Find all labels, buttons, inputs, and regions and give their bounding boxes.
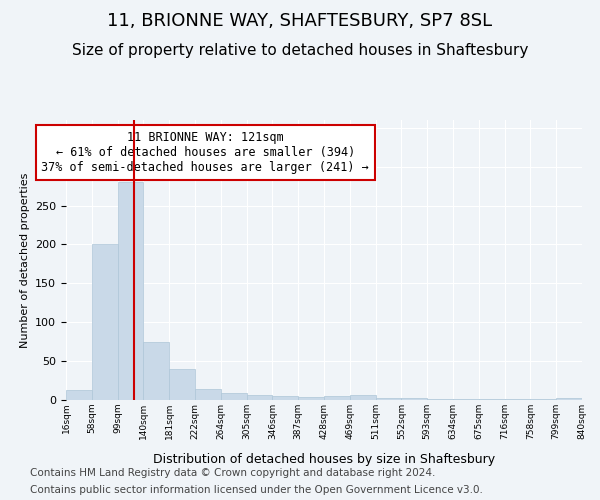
Bar (195, 389, 221, 400)
Text: Contains HM Land Registry data © Crown copyright and database right 2024.: Contains HM Land Registry data © Crown c… (30, 468, 436, 477)
Bar (324, 396, 350, 400)
Bar (247, 396, 272, 400)
Bar (530, 399, 556, 400)
Text: Size of property relative to detached houses in Shaftesbury: Size of property relative to detached ho… (72, 42, 528, 58)
Bar (556, 398, 582, 400)
Bar (66, 390, 92, 400)
Bar (350, 396, 376, 400)
Bar (143, 342, 169, 400)
Bar (453, 399, 479, 400)
Bar (401, 398, 427, 400)
Bar (505, 399, 530, 400)
Bar (118, 182, 143, 400)
Bar (298, 397, 324, 400)
Bar (92, 244, 118, 400)
Bar (479, 399, 505, 400)
Text: 11 BRIONNE WAY: 121sqm
← 61% of detached houses are smaller (394)
37% of semi-de: 11 BRIONNE WAY: 121sqm ← 61% of detached… (41, 131, 369, 174)
Text: 11, BRIONNE WAY, SHAFTESBURY, SP7 8SL: 11, BRIONNE WAY, SHAFTESBURY, SP7 8SL (107, 12, 493, 30)
X-axis label: Distribution of detached houses by size in Shaftesbury: Distribution of detached houses by size … (153, 453, 495, 466)
Bar (427, 399, 453, 400)
Bar (169, 369, 195, 400)
Bar (376, 398, 401, 400)
Bar (221, 393, 247, 400)
Text: Contains public sector information licensed under the Open Government Licence v3: Contains public sector information licen… (30, 485, 483, 495)
Bar (272, 396, 298, 400)
Y-axis label: Number of detached properties: Number of detached properties (20, 172, 29, 348)
